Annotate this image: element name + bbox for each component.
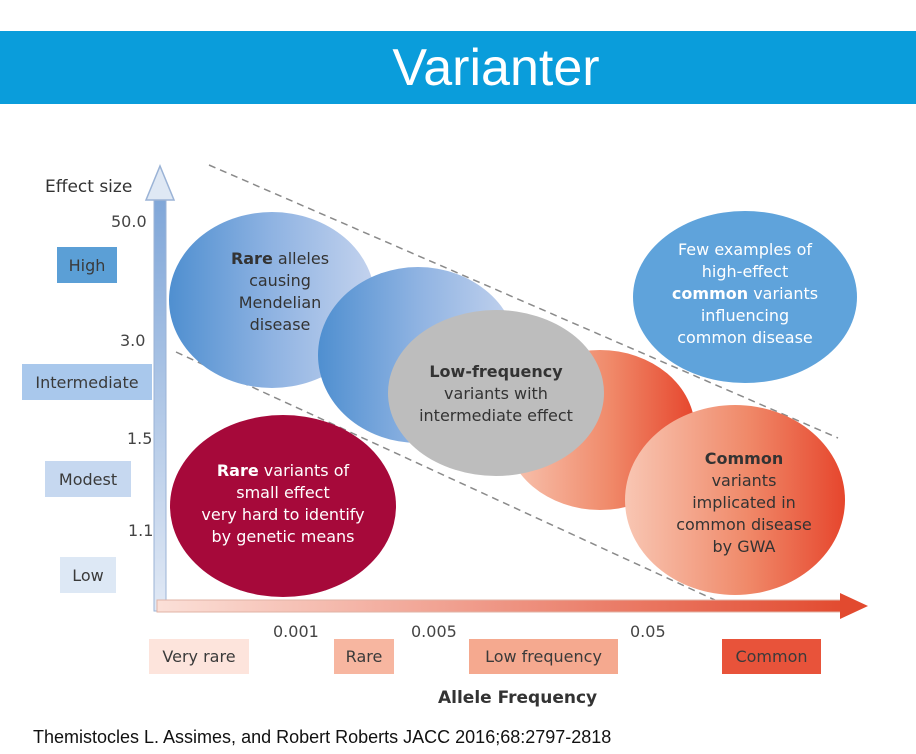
x-tick-0-001: 0.001 <box>273 622 319 641</box>
slide-title: Varianter <box>392 38 600 97</box>
y-axis-label: Effect size <box>45 177 133 197</box>
x-category-low-frequency: Low frequency <box>469 639 618 674</box>
x-axis-arrow <box>156 593 868 619</box>
common-gwa-text: Common variants implicated in common dis… <box>676 449 812 556</box>
low-frequency-text: Low-frequency variants with intermediate… <box>419 362 573 425</box>
y-tick-1-5: 1.5 <box>127 429 153 448</box>
rare-mendelian-text: Rare alleles causing Mendelian disease <box>230 249 330 334</box>
y-category-low: Low <box>60 557 116 593</box>
x-tick-0-005: 0.005 <box>411 622 457 641</box>
citation: Themistocles L. Assimes, and Robert Robe… <box>33 727 612 747</box>
rare-small-effect-ellipse <box>170 415 396 597</box>
y-category-high: High <box>57 247 117 283</box>
rare-small-effect-text: Rare variants of small effect very hard … <box>201 461 365 546</box>
lower-dashed-boundary <box>175 351 716 601</box>
x-category-common: Common <box>722 639 821 674</box>
y-category-intermediate: Intermediate <box>22 364 152 400</box>
low-frequency-ellipse <box>388 310 604 476</box>
x-category-rare: Rare <box>334 639 394 674</box>
title-bar: Varianter <box>0 31 916 104</box>
x-tick-0-05: 0.05 <box>630 622 666 641</box>
y-tick-1-1: 1.1 <box>128 521 154 540</box>
few-examples-ellipse <box>633 211 857 383</box>
x-category-very-rare: Very rare <box>149 639 249 674</box>
y-tick-50: 50.0 <box>111 212 147 231</box>
y-tick-3: 3.0 <box>120 331 146 350</box>
x-axis-label: Allele Frequency <box>438 688 598 708</box>
upper-dashed-boundary <box>208 164 839 439</box>
few-examples-text: Few examples of high-effect common varia… <box>671 240 819 347</box>
y-category-modest: Modest <box>45 461 131 497</box>
